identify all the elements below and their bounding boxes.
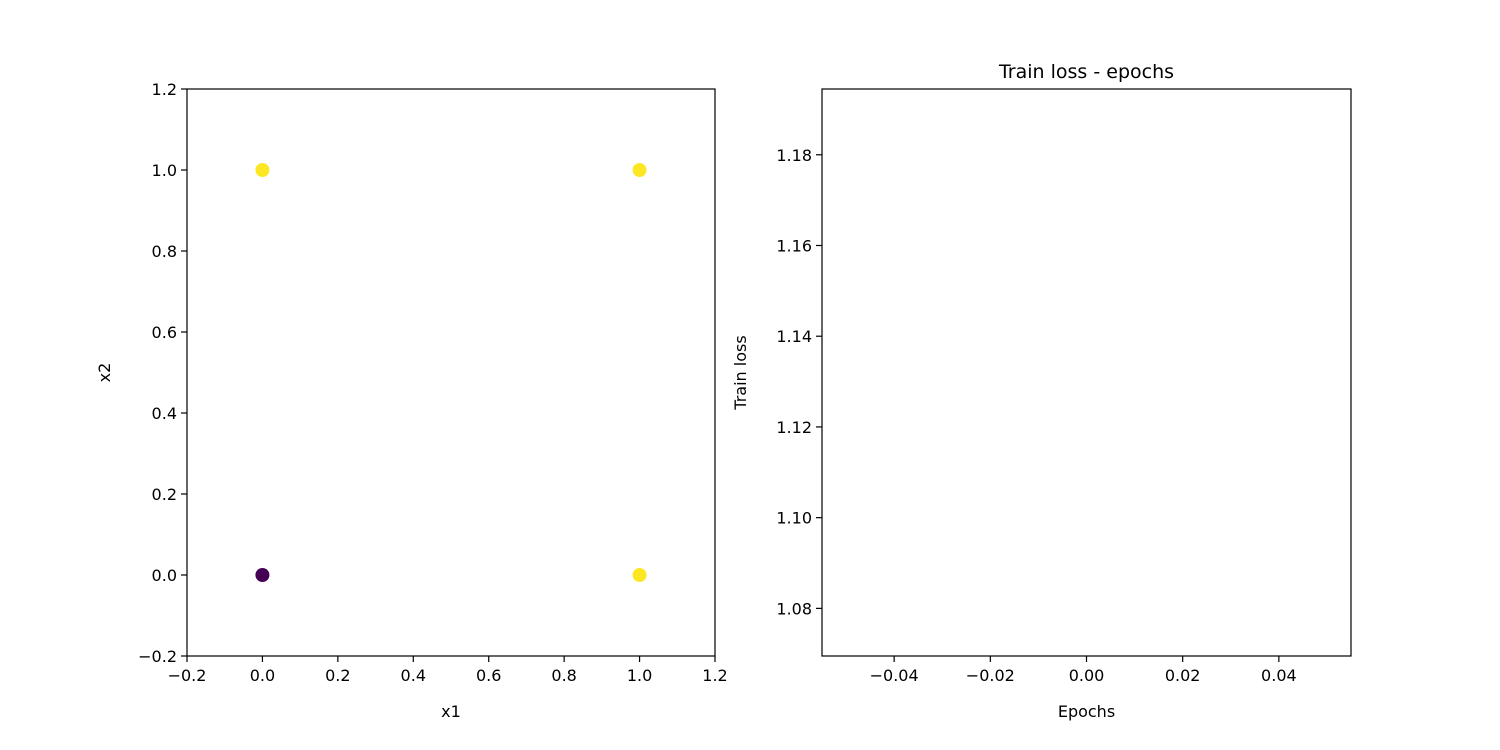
- scatter-x-tick-label: 0.8: [551, 666, 576, 685]
- scatter-x-tick-label: 1.0: [627, 666, 652, 685]
- scatter-x-tick-label: 0.4: [401, 666, 426, 685]
- loss-y-tick-label: 1.18: [776, 146, 812, 165]
- scatter-y-tick-label: 0.2: [152, 485, 177, 504]
- loss-y-tick-label: 1.08: [776, 599, 812, 618]
- scatter-y-tick-label: 0.0: [152, 566, 177, 585]
- loss-x-tick-label: 0.02: [1165, 666, 1201, 685]
- scatter-panel: −0.2 0.0 0.2 0.4 0.6 0.8 1.0 1.2 −0.2 0.0 0.2 0.4 0…: [95, 80, 728, 721]
- scatter-x-tick-label: −0.2: [168, 666, 207, 685]
- scatter-x-axis-label: x1: [441, 702, 461, 721]
- scatter-point: [255, 568, 270, 582]
- loss-panel: −0.04 −0.02 0.00 0.02 0.04 1.081.101.121.141…: [731, 61, 1352, 721]
- scatter-y-tick-label: −0.2: [138, 647, 177, 666]
- scatter-x-tick-label: 0.2: [325, 666, 350, 685]
- loss-y-tick-label: 1.14: [776, 327, 812, 346]
- scatter-y-tick-label: 0.8: [152, 242, 177, 261]
- scatter-y-ticks: −0.2 0.0 0.2 0.4 0.6 0.8 1.0 1.2: [138, 80, 187, 666]
- scatter-x-ticks: −0.2 0.0 0.2 0.4 0.6 0.8 1.0 1.2: [168, 656, 728, 685]
- loss-x-tick-label: 0.04: [1261, 666, 1297, 685]
- loss-x-ticks: −0.04 −0.02 0.00 0.02 0.04: [870, 656, 1297, 685]
- scatter-point: [255, 163, 270, 177]
- scatter-points: [255, 163, 647, 582]
- loss-x-tick-label: −0.04: [870, 666, 919, 685]
- scatter-x-tick-label: 1.2: [702, 666, 727, 685]
- scatter-y-tick-label: 1.0: [152, 161, 177, 180]
- loss-x-tick-label: 0.00: [1069, 666, 1105, 685]
- loss-y-ticks: 1.08 1.10 1.12 1.14 1.16 1.18: [776, 146, 822, 618]
- scatter-point: [632, 163, 647, 177]
- loss-x-axis-label: Epochs: [1058, 702, 1115, 721]
- scatter-y-axis-label: x2: [95, 363, 114, 383]
- loss-x-tick-label: −0.02: [966, 666, 1015, 685]
- loss-y-tick-label: 1.16: [776, 236, 812, 255]
- loss-y-axis-label: Train loss: [731, 335, 750, 410]
- loss-y-tick-label: 1.12: [776, 418, 812, 437]
- scatter-plot-frame: [186, 88, 716, 657]
- scatter-point: [632, 568, 647, 582]
- scatter-y-tick-label: 1.2: [152, 80, 177, 99]
- scatter-y-tick-label: 0.4: [152, 404, 177, 423]
- scatter-y-tick-label: 0.6: [152, 323, 177, 342]
- scatter-x-tick-label: 0.6: [476, 666, 501, 685]
- scatter-x-tick-label: 0.0: [250, 666, 275, 685]
- loss-chart-title: Train loss - epochs: [998, 61, 1174, 83]
- loss-y-tick-label: 1.10: [776, 509, 812, 528]
